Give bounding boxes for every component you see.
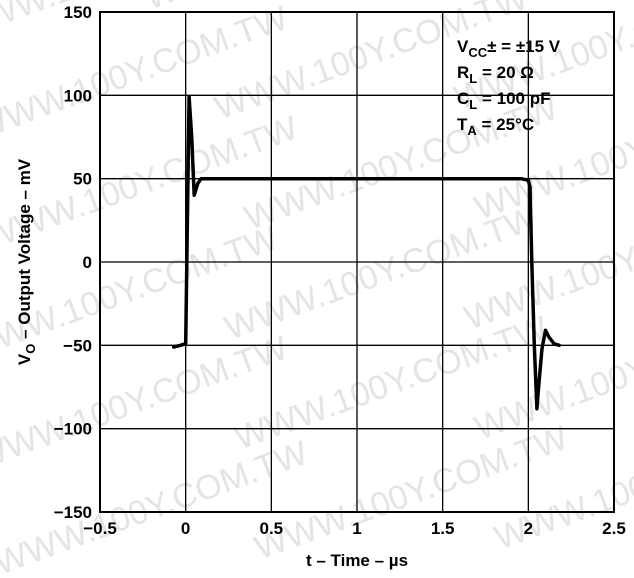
- annotation-cl: CL = 100 pF: [457, 89, 550, 112]
- y-label-sub: O: [23, 344, 38, 354]
- x-tick-label: 2: [524, 519, 533, 538]
- x-tick-labels: −0.5 0 0.5 1 1.5 2 2.5: [83, 519, 626, 538]
- y-tick-labels: −150 −100 −50 0 50 100 150: [54, 3, 92, 522]
- x-tick-label: −0.5: [83, 519, 117, 538]
- x-tick-label: 0: [181, 519, 190, 538]
- x-tick-label: 2.5: [602, 519, 626, 538]
- series-line: [171, 95, 561, 411]
- x-axis-label: t – Time – µs: [306, 551, 408, 570]
- y-axis-label: VO – Output Voltage – mV: [15, 158, 38, 365]
- y-tick-label: 0: [83, 253, 92, 272]
- y-tick-label: −150: [54, 503, 92, 522]
- y-tick-label: −50: [63, 336, 92, 355]
- y-tick-label: 50: [73, 170, 92, 189]
- x-tick-label: 0.5: [260, 519, 284, 538]
- annotation-vcc: VCC± = ±15 V: [457, 37, 561, 60]
- x-tick-label: 1: [352, 519, 361, 538]
- conditions-annotation: VCC± = ±15 V RL = 20 Ω CL = 100 pF TA = …: [457, 37, 561, 138]
- annotation-rl: RL = 20 Ω: [457, 63, 534, 86]
- y-label-main: V: [15, 353, 34, 365]
- y-label-rest: – Output Voltage – mV: [15, 158, 34, 343]
- x-tick-label: 1.5: [431, 519, 455, 538]
- y-tick-label: 100: [64, 86, 92, 105]
- annotation-ta: TA = 25°C: [457, 115, 534, 138]
- svg-text:VO – Output Voltage – mV: VO – Output Voltage – mV: [15, 158, 38, 365]
- y-tick-label: 150: [64, 3, 92, 22]
- plot-frame: [99, 11, 615, 513]
- y-tick-label: −100: [54, 420, 92, 439]
- watermark-text: WWW.100Y.COM.TW: [140, 0, 463, 18]
